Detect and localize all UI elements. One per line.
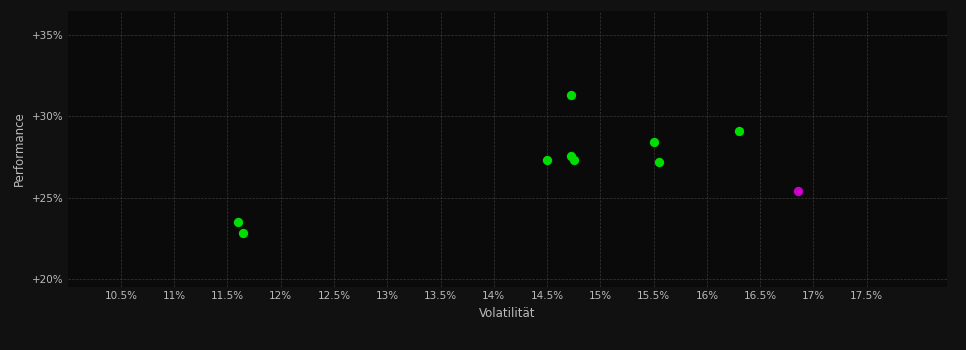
Point xyxy=(731,128,747,134)
Point xyxy=(651,159,667,164)
Point xyxy=(236,231,251,236)
Point xyxy=(790,188,806,194)
Point xyxy=(563,92,579,98)
Point xyxy=(563,153,579,159)
Point xyxy=(646,139,662,145)
Y-axis label: Performance: Performance xyxy=(14,111,26,186)
Point xyxy=(230,219,245,225)
X-axis label: Volatilität: Volatilität xyxy=(479,307,535,320)
Point xyxy=(566,158,582,163)
Point xyxy=(539,158,554,163)
